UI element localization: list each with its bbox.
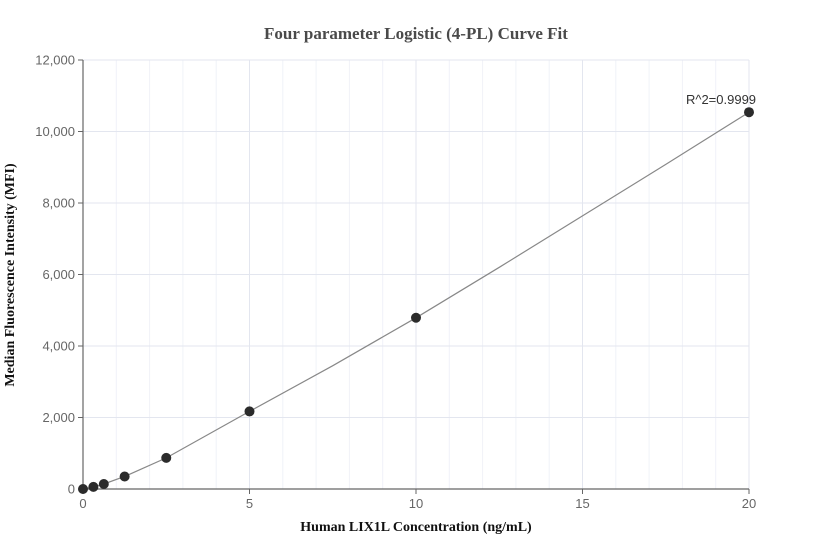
grid [83, 59, 750, 489]
y-axis-title: Median Fluorescence Intensity (MFI) [3, 163, 18, 387]
data-point [119, 471, 130, 482]
data-point [244, 406, 255, 417]
data-point [88, 481, 99, 492]
y-tick-label: 0 [68, 482, 75, 497]
x-tick-label: 15 [575, 496, 589, 511]
chart-title: Four parameter Logistic (4-PL) Curve Fit [264, 24, 568, 43]
tick-labels: 0 2,000 4,000 6,000 8,000 10,000 12,000 0 5 10 15 2… [35, 53, 756, 512]
x-tick-label: 10 [409, 496, 423, 511]
data-point [411, 312, 421, 323]
x-tick-label: 5 [246, 496, 253, 511]
data-point [161, 452, 172, 463]
y-tick-label: 4,000 [42, 339, 75, 354]
data-point [744, 107, 754, 118]
x-tick-label: 20 [742, 496, 756, 511]
y-tick-label: 8,000 [42, 196, 75, 211]
y-tick-label: 6,000 [42, 267, 75, 282]
y-tick-label: 2,000 [42, 410, 75, 425]
r-squared-annotation: R^2=0.9999 [686, 92, 756, 107]
data-point [78, 484, 88, 494]
data-point [98, 478, 109, 489]
y-tick-label: 10,000 [35, 124, 75, 139]
x-tick-label: 0 [79, 496, 86, 511]
axes [78, 59, 750, 494]
data-points [78, 107, 754, 494]
y-tick-label: 12,000 [35, 53, 75, 68]
x-axis-title: Human LIX1L Concentration (ng/mL) [300, 520, 532, 535]
